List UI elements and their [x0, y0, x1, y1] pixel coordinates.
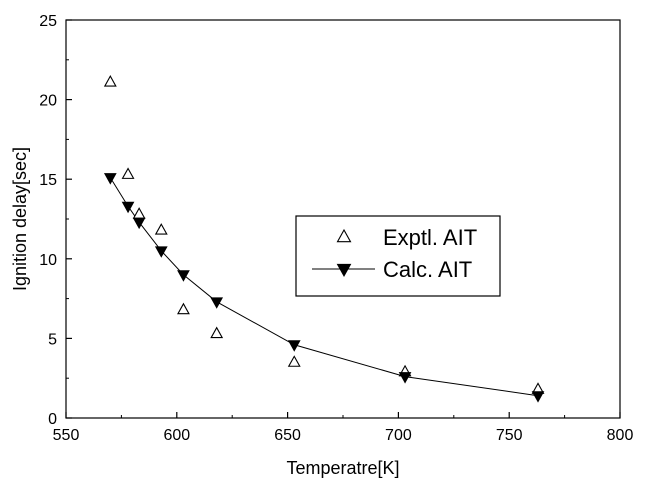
legend-label-exptl: Exptl. AIT [383, 225, 477, 250]
legend-marker-exptl [336, 228, 352, 243]
y-tick-label: 10 [39, 252, 57, 269]
y-tick-label: 15 [39, 172, 57, 189]
calc-ait-point [154, 246, 168, 258]
calc-ait-point [531, 391, 545, 403]
x-tick-label: 600 [163, 427, 190, 444]
x-tick-label: 650 [274, 427, 301, 444]
legend: Exptl. AIT Calc. AIT [295, 215, 501, 297]
calc-ait-point [287, 340, 301, 352]
legend-box [295, 215, 501, 297]
y-tick-label: 25 [39, 13, 57, 30]
y-tick-label: 0 [48, 411, 57, 428]
exptl-ait-point [287, 355, 301, 367]
series-layer [103, 75, 545, 403]
exptl-ait-point [132, 207, 146, 219]
legend-label-calc: Calc. AIT [383, 257, 472, 282]
x-tick-label: 800 [607, 427, 634, 444]
x-axis-title: Temperatre[K] [286, 458, 399, 478]
x-tick-label: 550 [53, 427, 80, 444]
x-axis-ticks: 550 600 650 700 750 800 [53, 412, 634, 444]
x-tick-label: 700 [385, 427, 412, 444]
exptl-ait-point [103, 75, 117, 87]
calc-ait-point [121, 201, 135, 214]
exptl-ait-point [154, 223, 168, 235]
y-tick-label: 20 [39, 93, 57, 110]
y-tick-label: 5 [48, 331, 57, 348]
calc-ait-point [132, 217, 146, 230]
exptl-ait-point [210, 326, 224, 339]
exptl-ait-point [177, 302, 190, 315]
legend-marker-calc [336, 263, 352, 278]
calc-ait-point [177, 270, 190, 282]
x-tick-label: 750 [496, 427, 523, 444]
calc-ait-point [398, 372, 412, 384]
calc-ait-point [210, 297, 224, 309]
calc-ait-point [103, 173, 117, 185]
legend-markers [336, 228, 352, 278]
exptl-ait-point [121, 167, 135, 179]
y-axis-title: Ignition delay[sec] [10, 147, 30, 291]
y-axis-ticks: 0 5 10 15 20 25 [39, 13, 72, 428]
